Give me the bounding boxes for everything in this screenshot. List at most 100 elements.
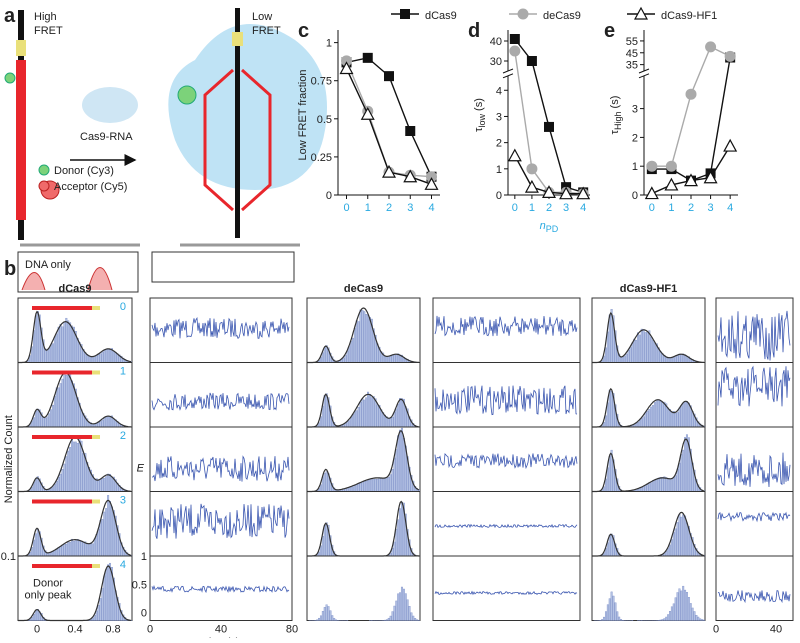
hist-bar — [682, 403, 684, 427]
hist-bar — [75, 442, 77, 492]
hist-bar — [624, 356, 626, 363]
marker — [646, 188, 658, 199]
hist-bar — [71, 539, 73, 556]
x-tick-label: 3 — [708, 202, 714, 214]
y-tick-label: 40 — [490, 36, 502, 48]
hist-bar — [104, 478, 106, 491]
x-tick-label: 0 — [34, 624, 40, 636]
hist-bar — [386, 620, 388, 621]
hist-bar — [662, 619, 664, 620]
hist-bar — [703, 620, 705, 621]
hist-bar — [660, 620, 662, 621]
hist-bar — [358, 484, 360, 492]
hist-bar — [356, 485, 358, 492]
y-label: τHigh (s) — [609, 96, 623, 135]
y-tick-label: 80 — [286, 624, 298, 636]
hist-bar — [67, 374, 69, 427]
hist-bar — [324, 607, 326, 620]
y-label: τlow (s) — [473, 98, 487, 132]
y-tick-label: 35 — [626, 60, 638, 72]
hist-bar — [90, 543, 92, 556]
hist-bar — [607, 468, 609, 492]
hist-bar — [69, 323, 71, 363]
hist-bar — [35, 411, 37, 427]
hist-bar — [664, 619, 666, 621]
hist-bar — [671, 607, 673, 621]
hist-bar — [681, 591, 683, 621]
hist-bar — [681, 517, 683, 556]
hist-bar — [669, 545, 671, 556]
x-tick-label: 2 — [386, 202, 392, 214]
hist-bar — [43, 418, 45, 427]
y-label: E — [137, 463, 145, 475]
hist-bar — [613, 596, 615, 621]
label: FRET — [34, 25, 63, 37]
marker — [510, 34, 520, 44]
panel-label: a — [4, 5, 16, 27]
hist-bar — [658, 400, 660, 427]
hist-bar — [343, 358, 345, 363]
y-tick-label: 0.1 — [1, 551, 16, 563]
hist-bar — [669, 409, 671, 427]
hist-bar — [369, 317, 371, 362]
hist-bar — [52, 405, 54, 427]
hist-bar — [354, 486, 356, 492]
row-label: 4 — [120, 559, 126, 571]
hist-bar — [326, 394, 328, 427]
hist-bar — [609, 390, 611, 427]
hist-bar — [111, 507, 113, 556]
hist-bar — [48, 348, 50, 362]
hist-bar — [607, 605, 609, 621]
x-tick-label: 4 — [428, 202, 434, 214]
dna-icon — [32, 564, 92, 568]
hist-bar — [414, 618, 416, 620]
hist-bar — [660, 477, 662, 491]
hist-bar — [637, 333, 639, 363]
label: Low — [252, 11, 272, 23]
dna-icon — [92, 564, 100, 568]
hist-bar — [35, 479, 37, 492]
hist-bar — [326, 605, 328, 621]
annotation: only peak — [24, 590, 72, 602]
hist-bar — [397, 594, 399, 621]
hist-bar — [686, 592, 688, 620]
hist-bar — [37, 529, 39, 556]
hist-bar — [67, 321, 69, 363]
hist-bar — [392, 417, 394, 427]
hist-bar — [667, 408, 669, 427]
hist-bar — [616, 612, 618, 621]
series-line — [515, 39, 583, 192]
hist-bar — [639, 420, 641, 427]
hist-bar — [60, 324, 62, 362]
hist-bar — [401, 587, 403, 620]
marker — [363, 53, 373, 63]
hist-bar — [94, 356, 96, 362]
hist-bar — [62, 327, 64, 363]
hist-bar — [64, 464, 66, 492]
hist-bar — [664, 402, 666, 427]
hist-bar — [645, 412, 647, 427]
hist-bar — [396, 529, 398, 556]
hist-bar — [388, 418, 390, 427]
hist-bar — [675, 529, 677, 556]
hist-bar — [86, 544, 88, 556]
series-line — [652, 47, 730, 166]
hist-bar — [71, 381, 73, 427]
hist-bar — [104, 418, 106, 427]
y-tick-label: 0 — [326, 190, 332, 202]
hist-bar — [67, 542, 69, 556]
hist-bar — [83, 543, 85, 556]
hist-bar — [104, 512, 106, 556]
hist-bar — [52, 487, 54, 492]
hist-bar — [345, 355, 347, 362]
hist-bar — [71, 326, 73, 363]
hist-bar — [350, 487, 352, 491]
hist-bar — [56, 481, 58, 491]
hist-bar — [104, 576, 106, 621]
hist-bar — [665, 477, 667, 491]
hist-bar — [79, 541, 81, 556]
hist-bar — [605, 612, 607, 621]
hist-bar — [73, 541, 75, 556]
hist-bar — [654, 480, 656, 491]
hist-bar — [388, 477, 390, 491]
